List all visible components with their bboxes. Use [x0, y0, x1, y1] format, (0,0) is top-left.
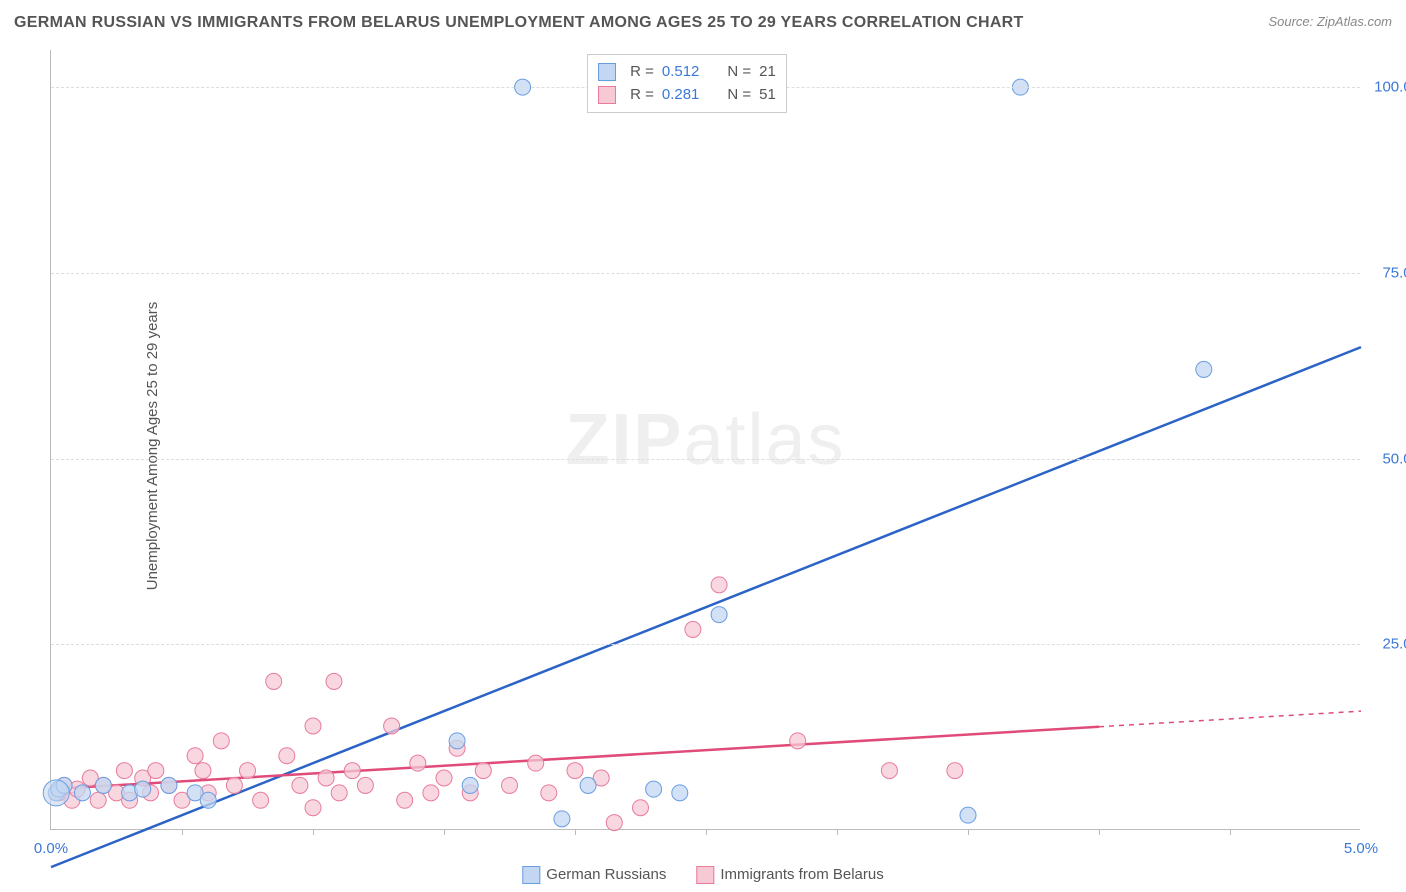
n-value: 51 — [759, 84, 776, 107]
x-tick — [1099, 829, 1100, 835]
data-point — [685, 621, 701, 637]
gridline — [51, 273, 1360, 274]
x-tick-label: 0.0% — [34, 840, 68, 857]
data-point — [74, 785, 90, 801]
trend-line-dashed — [1099, 711, 1361, 727]
data-point — [410, 755, 426, 771]
x-tick — [313, 829, 314, 835]
y-tick-label: 25.0% — [1365, 636, 1406, 653]
legend-swatch — [522, 866, 540, 884]
correlation-legend-row: R = 0.281 N = 51 — [598, 84, 776, 107]
legend-swatch — [696, 866, 714, 884]
data-point — [331, 785, 347, 801]
x-tick — [968, 829, 969, 835]
x-tick — [182, 829, 183, 835]
data-point — [960, 807, 976, 823]
data-point — [305, 800, 321, 816]
data-point — [318, 770, 334, 786]
x-tick-label: 5.0% — [1344, 840, 1378, 857]
data-point — [384, 718, 400, 734]
data-point — [200, 792, 216, 808]
data-point — [423, 785, 439, 801]
r-label: R = — [630, 84, 654, 107]
data-point — [528, 755, 544, 771]
trend-line — [51, 347, 1361, 867]
legend-item: German Russians — [522, 866, 666, 884]
legend-label: German Russians — [546, 866, 666, 883]
data-point — [475, 763, 491, 779]
x-tick — [706, 829, 707, 835]
legend-label: Immigrants from Belarus — [720, 866, 883, 883]
data-point — [148, 763, 164, 779]
y-tick-label: 50.0% — [1365, 450, 1406, 467]
y-tick-label: 75.0% — [1365, 264, 1406, 281]
data-point — [790, 733, 806, 749]
data-point — [672, 785, 688, 801]
x-tick — [575, 829, 576, 835]
r-value: 0.512 — [662, 61, 700, 84]
x-tick — [444, 829, 445, 835]
data-point — [305, 718, 321, 734]
data-point — [90, 792, 106, 808]
chart-container: GERMAN RUSSIAN VS IMMIGRANTS FROM BELARU… — [0, 0, 1406, 892]
trend-line — [51, 727, 1099, 789]
data-point — [947, 763, 963, 779]
data-point — [253, 792, 269, 808]
data-point — [357, 777, 373, 793]
data-point — [187, 748, 203, 764]
correlation-legend-row: R = 0.512 N = 21 — [598, 61, 776, 84]
r-value: 0.281 — [662, 84, 700, 107]
data-point — [240, 763, 256, 779]
data-point — [541, 785, 557, 801]
r-label: R = — [630, 61, 654, 84]
data-point — [646, 781, 662, 797]
y-tick-label: 100.0% — [1365, 79, 1406, 96]
data-point — [279, 748, 295, 764]
gridline — [51, 459, 1360, 460]
data-point — [449, 733, 465, 749]
data-point — [116, 763, 132, 779]
data-point — [344, 763, 360, 779]
data-point — [711, 607, 727, 623]
source-label: Source: ZipAtlas.com — [1268, 14, 1392, 29]
data-point — [326, 673, 342, 689]
data-point — [135, 781, 151, 797]
data-point — [436, 770, 452, 786]
scatter-plot-svg — [51, 50, 1360, 829]
x-tick — [837, 829, 838, 835]
plot-area: ZIPatlas 25.0%50.0%75.0%100.0%0.0%5.0% — [50, 50, 1360, 830]
bottom-legend: German Russians Immigrants from Belarus — [522, 866, 883, 884]
data-point — [213, 733, 229, 749]
data-point — [502, 777, 518, 793]
legend-item: Immigrants from Belarus — [696, 866, 883, 884]
data-point — [606, 815, 622, 831]
x-tick — [1230, 829, 1231, 835]
data-point — [1196, 361, 1212, 377]
data-point — [266, 673, 282, 689]
data-point — [161, 777, 177, 793]
data-point — [462, 777, 478, 793]
n-label: N = — [727, 61, 751, 84]
data-point-large — [43, 780, 69, 806]
data-point — [195, 763, 211, 779]
correlation-legend: R = 0.512 N = 21 R = 0.281 N = 51 — [587, 54, 787, 113]
data-point — [292, 777, 308, 793]
gridline — [51, 644, 1360, 645]
data-point — [633, 800, 649, 816]
data-point — [711, 577, 727, 593]
chart-title: GERMAN RUSSIAN VS IMMIGRANTS FROM BELARU… — [14, 14, 1024, 32]
data-point — [397, 792, 413, 808]
data-point — [881, 763, 897, 779]
legend-swatch — [598, 86, 616, 104]
data-point — [226, 777, 242, 793]
data-point — [554, 811, 570, 827]
data-point — [567, 763, 583, 779]
n-label: N = — [727, 84, 751, 107]
legend-swatch — [598, 63, 616, 81]
data-point — [580, 777, 596, 793]
n-value: 21 — [759, 61, 776, 84]
data-point — [95, 777, 111, 793]
